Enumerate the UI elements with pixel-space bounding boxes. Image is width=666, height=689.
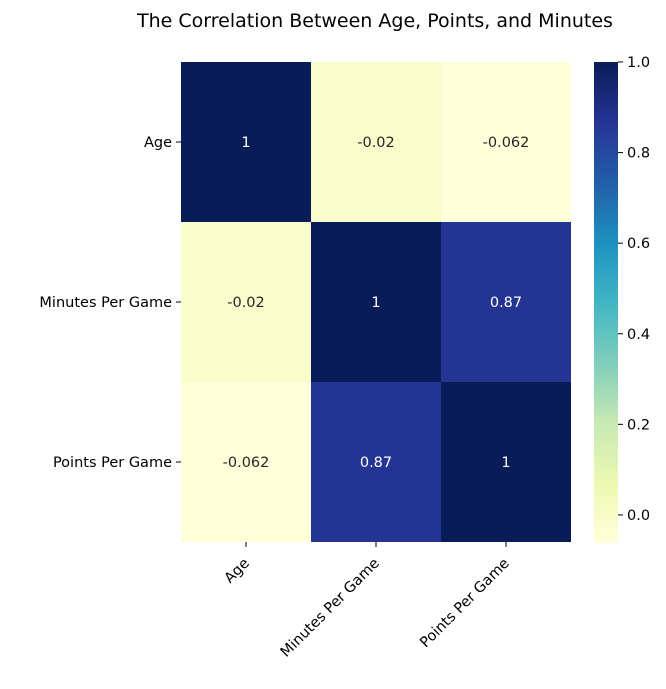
x-axis: Age Minutes Per Game Points Per Game <box>222 542 513 661</box>
x-tick-label: Age <box>222 555 253 586</box>
chart-title: The Correlation Between Age, Points, and… <box>136 10 613 32</box>
colorbar-tick-label: 0.8 <box>627 146 650 162</box>
cell-label: 0.87 <box>490 295 522 311</box>
heatmap-cell <box>181 62 311 222</box>
x-tick-label: Points Per Game <box>417 555 513 651</box>
x-tick-label: Minutes Per Game <box>278 555 383 660</box>
colorbar: 0.0 0.2 0.4 0.6 0.8 1.0 <box>594 55 650 543</box>
y-tick-label: Minutes Per Game <box>39 295 172 311</box>
heatmap-cells: 1 -0.02 -0.062 -0.02 1 0.87 -0.062 0.87 1 <box>181 62 571 542</box>
cell-label: -0.02 <box>227 295 265 311</box>
heatmap-cell <box>181 222 311 382</box>
heatmap-cell <box>181 382 311 542</box>
cell-label: -0.062 <box>223 455 270 471</box>
heatmap-cell <box>311 382 441 542</box>
cell-label: 1 <box>371 295 380 311</box>
heatmap-cell <box>441 62 571 222</box>
y-tick-label: Age <box>144 135 172 151</box>
cell-label: 1 <box>241 135 250 151</box>
colorbar-tick-label: 0.4 <box>627 327 650 343</box>
heatmap-cell <box>311 222 441 382</box>
heatmap-cell <box>441 382 571 542</box>
cell-label: -0.02 <box>357 135 395 151</box>
colorbar-tick-label: 0.2 <box>627 417 650 433</box>
y-tick-label: Points Per Game <box>53 455 172 471</box>
y-axis: Age Minutes Per Game Points Per Game <box>39 135 181 471</box>
heatmap-cell <box>311 62 441 222</box>
heatmap-cell <box>441 222 571 382</box>
cell-label: 0.87 <box>360 455 392 471</box>
colorbar-gradient <box>594 62 618 543</box>
cell-label: 1 <box>501 455 510 471</box>
colorbar-tick-label: 1.0 <box>627 55 650 71</box>
colorbar-tick-label: 0.6 <box>627 236 650 252</box>
colorbar-tick-label: 0.0 <box>627 508 650 524</box>
cell-label: -0.062 <box>483 135 530 151</box>
